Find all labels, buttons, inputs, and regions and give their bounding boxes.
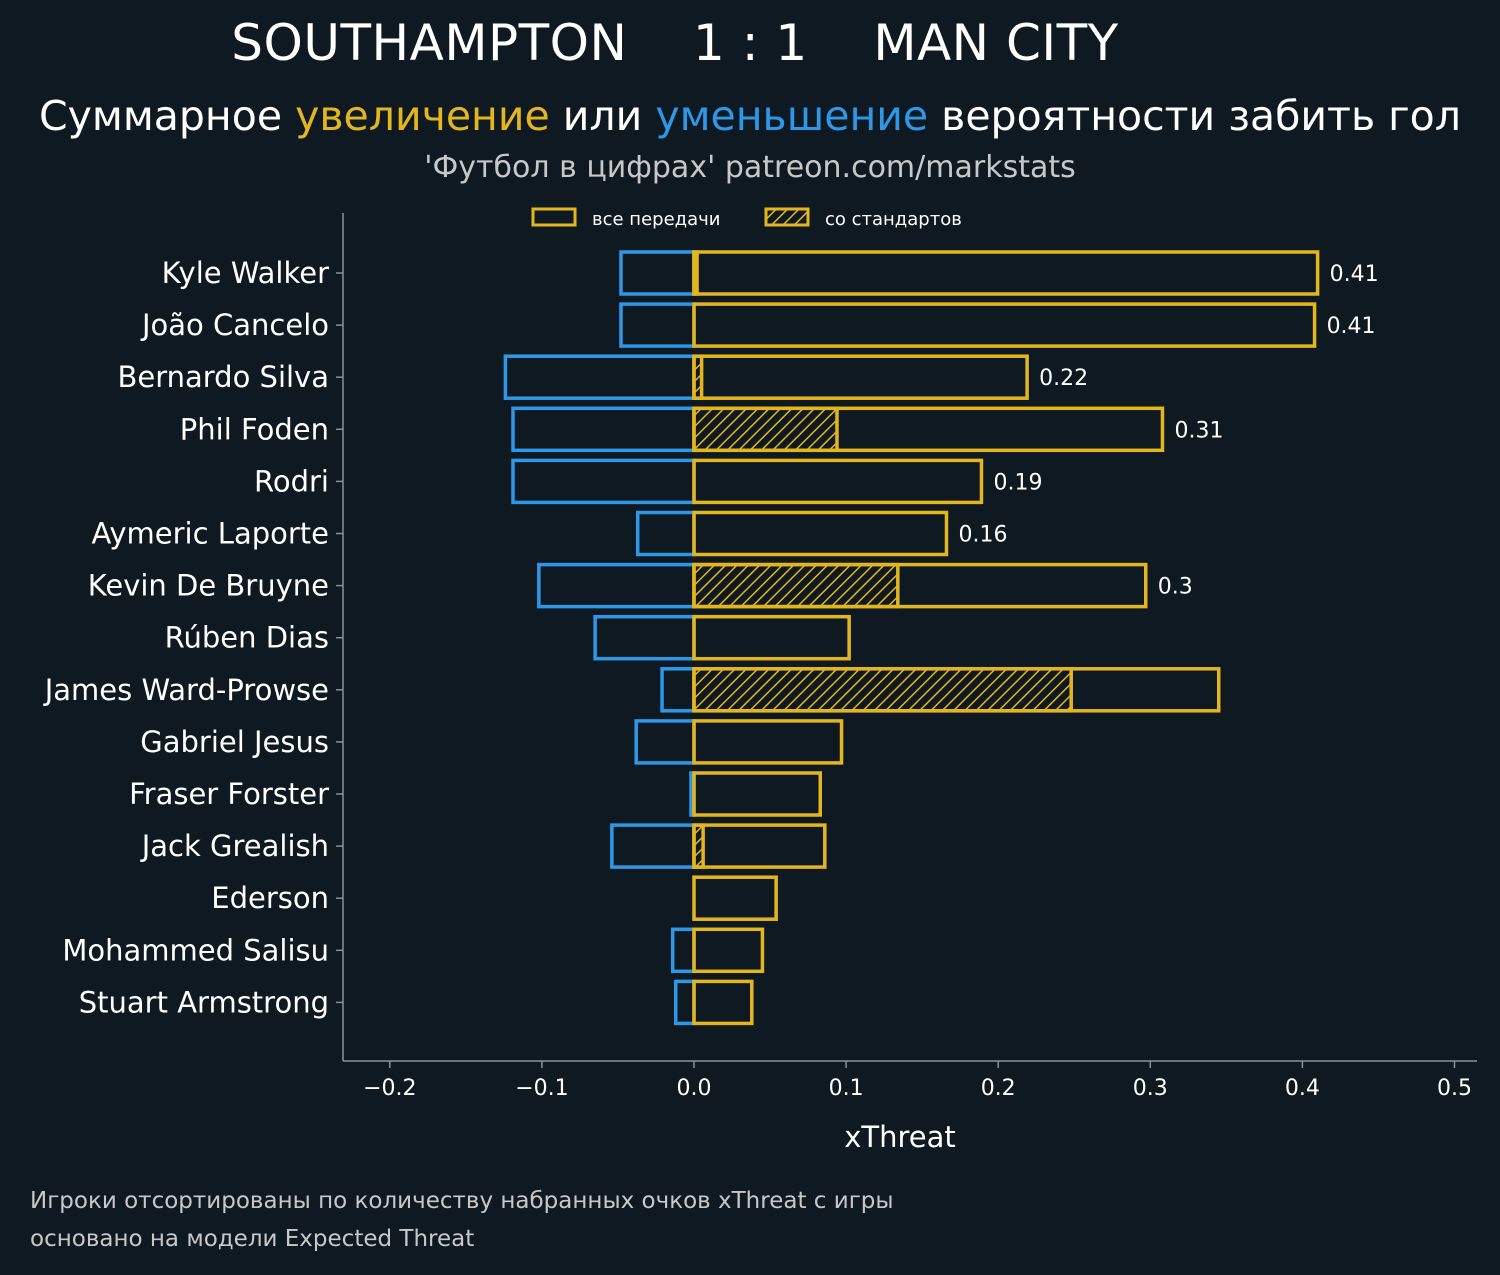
bar-increase	[692, 771, 822, 817]
player-label: Ederson	[211, 881, 329, 915]
player-label: Kyle Walker	[162, 256, 329, 290]
subtitle-post: вероятности забить гол	[928, 92, 1461, 140]
value-label: 0.22	[1039, 366, 1088, 391]
player-label: Aymeric Laporte	[92, 517, 329, 551]
footnote-sort: Игроки отсортированы по количеству набра…	[30, 1188, 894, 1214]
bar-increase	[692, 979, 754, 1026]
bar-decrease	[673, 979, 696, 1026]
bar-increase	[692, 614, 851, 661]
value-label: 0.41	[1330, 262, 1379, 287]
home-team: SOUTHAMPTON	[231, 14, 628, 72]
value-label: 0.3	[1158, 575, 1193, 600]
source-credit: 'Футбол в цифрах' patreon.com/markstats	[424, 150, 1076, 185]
bar-increase	[692, 510, 949, 557]
legend-swatch-set-pieces	[764, 207, 810, 227]
bar-set-piece	[692, 667, 1073, 713]
bar-decrease	[511, 406, 696, 453]
player-label: Fraser Forster	[129, 777, 329, 811]
bar-increase	[692, 927, 765, 974]
x-tick-label: −0.2	[363, 1076, 416, 1101]
bar-increase	[692, 562, 1148, 609]
bar-decrease	[670, 927, 696, 974]
bar-increase	[692, 406, 1165, 453]
bar-increase	[692, 458, 984, 505]
bar-increase	[692, 667, 1221, 713]
player-label: Rúben Dias	[165, 621, 329, 655]
match-title: SOUTHAMPTON 1 : 1 MAN CITY	[0, 14, 1350, 72]
bar-increase	[692, 823, 827, 869]
bar-decrease	[537, 562, 696, 609]
bar-decrease	[660, 667, 696, 713]
bar-increase	[692, 875, 778, 921]
subtitle-mid: или	[549, 92, 656, 140]
x-axis-label: xThreat	[844, 1120, 956, 1154]
x-tick-label: 0.1	[829, 1076, 864, 1101]
bar-decrease	[610, 823, 696, 869]
value-label: 0.31	[1174, 418, 1223, 443]
subtitle-pre: Суммарное	[39, 92, 296, 140]
chart-subtitle: Суммарное увеличение или уменьшение веро…	[0, 92, 1500, 140]
bar-decrease	[635, 510, 696, 557]
value-label: 0.19	[993, 470, 1042, 495]
away-team: MAN CITY	[873, 14, 1119, 72]
player-label: Phil Foden	[180, 412, 329, 446]
subtitle-decrease: уменьшение	[655, 92, 929, 140]
player-label: Gabriel Jesus	[140, 725, 329, 759]
bar-increase	[692, 354, 1029, 400]
player-label: Mohammed Salisu	[62, 933, 329, 967]
bar-decrease	[619, 302, 696, 348]
bar-decrease	[511, 458, 696, 505]
bar-decrease	[503, 354, 696, 400]
x-tick-label: −0.1	[515, 1076, 568, 1101]
player-label: Jack Grealish	[140, 829, 329, 863]
value-label: 0.41	[1327, 314, 1376, 339]
bar-increase	[692, 719, 844, 765]
x-tick-label: 0.0	[677, 1076, 712, 1101]
legend-swatch-all-passes	[531, 207, 577, 227]
player-label: James Ward-Prowse	[43, 673, 329, 707]
legend-label-set-pieces: со стандартов	[825, 209, 962, 230]
bar-increase	[692, 302, 1317, 348]
x-tick-label: 0.5	[1437, 1076, 1472, 1101]
bar-decrease	[634, 719, 696, 765]
bar-increase	[692, 250, 1320, 296]
value-label: 0.16	[958, 523, 1007, 548]
bar-set-piece	[692, 562, 900, 609]
match-score: 1 : 1	[692, 14, 808, 72]
player-label: João Cancelo	[140, 308, 329, 342]
bar-decrease	[593, 614, 696, 661]
legend-label-all-passes: все передачи	[592, 209, 720, 230]
player-label: Kevin De Bruyne	[88, 569, 329, 603]
footnote-model: основано на модели Expected Threat	[30, 1226, 475, 1252]
x-tick-label: 0.3	[1133, 1076, 1168, 1101]
x-tick-label: 0.4	[1285, 1076, 1320, 1101]
x-tick-label: 0.2	[981, 1076, 1016, 1101]
bar-decrease	[619, 250, 696, 296]
player-label: Bernardo Silva	[117, 360, 329, 394]
player-label: Stuart Armstrong	[79, 985, 329, 1019]
subtitle-increase: увеличение	[295, 92, 550, 140]
bar-set-piece	[692, 406, 839, 453]
player-label: Rodri	[254, 464, 329, 498]
